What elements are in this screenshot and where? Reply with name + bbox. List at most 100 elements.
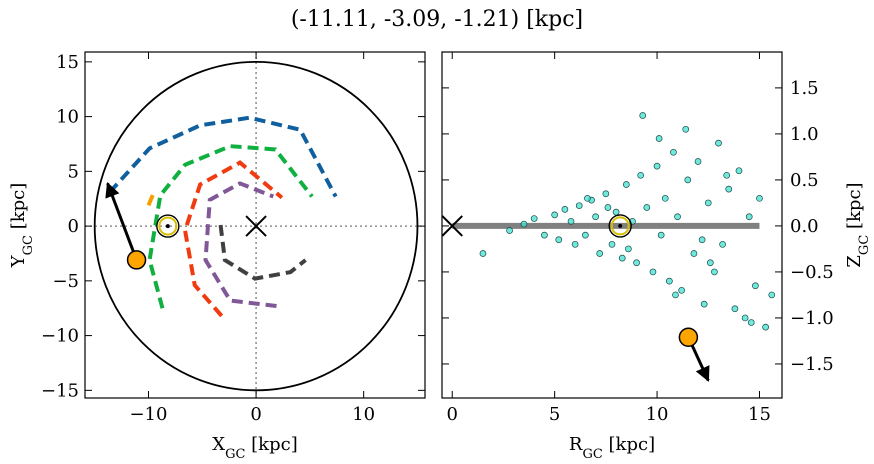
star-point [561, 206, 569, 213]
x-tick-label: −10 [129, 404, 167, 425]
star-point [625, 245, 632, 253]
spiral-arm [218, 224, 307, 281]
star-point [571, 240, 579, 248]
star-point [678, 286, 685, 294]
axis-label-part: [kpc] [844, 182, 865, 234]
star-point [622, 181, 630, 188]
star-point [653, 162, 661, 170]
star-point [643, 204, 651, 211]
star-point [584, 194, 591, 202]
x-tick-label: 0 [250, 404, 261, 425]
star-point [741, 314, 749, 322]
star-point [665, 277, 673, 285]
star-point [745, 213, 753, 221]
star-point [684, 176, 692, 184]
star-point [690, 250, 698, 257]
star-point [479, 250, 487, 257]
x-tick-label: 10 [646, 404, 669, 425]
y-tick-label: 0.5 [790, 170, 819, 191]
spiral-arm [183, 160, 284, 318]
star-point [725, 185, 733, 193]
target-star [678, 327, 699, 348]
star-point [762, 323, 769, 331]
sun-marker [618, 223, 623, 228]
y-tick-label: 10 [56, 107, 79, 128]
star-point [633, 259, 640, 267]
y-tick-label: −1.5 [790, 354, 834, 375]
star-point [698, 236, 706, 244]
star-point [596, 250, 604, 257]
star-point [694, 158, 702, 165]
star-point [731, 305, 739, 313]
spiral-arm [108, 115, 338, 198]
velocity-arrow [105, 181, 138, 261]
star-point [520, 220, 528, 228]
star-point [541, 231, 548, 239]
sun-marker [156, 214, 180, 238]
star-point [567, 217, 575, 225]
x-tick-label: 10 [352, 404, 375, 425]
x-tick-label: 5 [549, 404, 560, 425]
axis-label: RGC [kpc] [569, 434, 655, 462]
star-point [555, 236, 563, 244]
axis-label-part: [kpc] [603, 434, 655, 455]
star-point [506, 227, 513, 234]
y-tick-label: 5 [68, 161, 79, 182]
axis-label-part: R [569, 434, 583, 455]
star-point [530, 215, 538, 222]
star-point [752, 282, 759, 290]
y-tick-label: −15 [41, 380, 79, 401]
star-point [704, 199, 712, 207]
x-tick-label: 0 [447, 404, 458, 425]
y-tick-label: −5 [52, 271, 79, 292]
axis-label-part: X [212, 434, 225, 455]
star-point [700, 300, 708, 308]
star-point [670, 148, 677, 156]
y-tick-label: −1.0 [790, 308, 834, 329]
galaxy-boundary [93, 60, 419, 392]
star-point [655, 135, 663, 142]
axis-label-subscript: GC [21, 235, 36, 255]
star-point [649, 268, 657, 276]
star-point [612, 208, 620, 216]
target-star [126, 250, 147, 270]
star-point [706, 259, 714, 267]
star-point [756, 194, 763, 202]
star-point [674, 213, 681, 221]
star-point [672, 291, 679, 299]
star-point [637, 171, 645, 179]
y-tick-label: 0 [68, 216, 79, 237]
axes-frame [84, 51, 426, 399]
axes-frame [441, 51, 783, 399]
star-point [711, 268, 718, 276]
star-point [657, 231, 665, 239]
axis-label: XGC [kpc] [212, 434, 297, 462]
star-point [723, 171, 731, 179]
star-point [602, 190, 610, 198]
sun-marker [158, 216, 178, 236]
axis-label-subscript: GC [582, 447, 602, 462]
star-point [582, 231, 589, 239]
star-point [661, 194, 669, 202]
galactic-center [442, 215, 463, 237]
star-point [575, 202, 583, 210]
sun-marker [608, 214, 632, 238]
star-point [682, 125, 690, 133]
star-point [719, 240, 726, 248]
figure-title: (-11.11, -3.09, -1.21) [kpc] [291, 7, 583, 32]
spiral-arm [147, 144, 314, 309]
y-tick-label: 0.0 [790, 216, 819, 237]
star-point [618, 254, 626, 262]
sun-marker [165, 224, 170, 229]
star-point [551, 211, 559, 219]
axis-label-part: Z [844, 255, 865, 268]
axis-label-part: [kpc] [8, 183, 29, 235]
y-tick-label: −0.5 [790, 262, 834, 283]
axis-label: ZGC [kpc] [844, 182, 872, 267]
spiral-arm [203, 181, 277, 309]
star-point [735, 167, 743, 175]
y-tick-label: −10 [41, 326, 79, 347]
axis-label: YGC [kpc] [8, 183, 36, 269]
star-point [604, 204, 612, 211]
